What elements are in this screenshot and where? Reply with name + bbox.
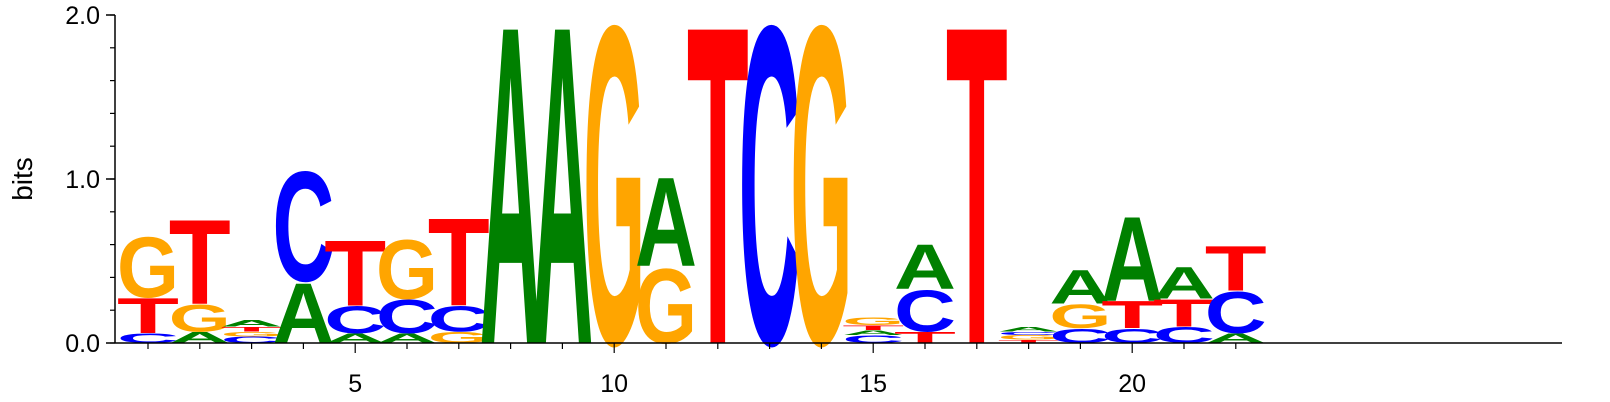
logo-letter-G: G	[1049, 297, 1111, 335]
logo-letter-C: C	[428, 298, 490, 339]
logo-letter-A: A	[894, 232, 956, 303]
y-axis-title: bits	[7, 157, 38, 201]
logo-letter-T: T	[998, 339, 1060, 344]
logo-column-6: ACG	[376, 224, 438, 346]
logo-letter-A: A	[221, 318, 283, 328]
logo-letter-T: T	[324, 221, 386, 325]
logo-letter-G: G	[583, 0, 645, 402]
logo-column-20: CTA	[1101, 192, 1163, 348]
logo-letter-T: T	[428, 193, 490, 333]
logo-letter-T: T	[117, 288, 179, 344]
logo-column-14: G	[790, 0, 852, 402]
logo-letter-C: C	[739, 0, 801, 402]
logo-letter-A: A	[169, 329, 231, 347]
logo-stacks: CTGAGTCGTAACACTACGGCTAAGGATCGCATGTCATTGC…	[117, 0, 1267, 402]
logo-letter-C: C	[998, 331, 1060, 336]
logo-letter-A: A	[842, 329, 904, 337]
logo-letter-A: A	[998, 325, 1060, 333]
logo-column-9: A	[531, 0, 593, 402]
logo-letter-T: T	[1101, 293, 1163, 336]
logo-letter-A: A	[480, 0, 542, 402]
logo-letter-C: C	[221, 335, 283, 345]
logo-letter-T: T	[221, 325, 283, 333]
logo-column-17: T	[946, 0, 1008, 402]
logo-column-19: CGA	[1049, 260, 1111, 347]
axes: 0.0 1.0 2.0 5 10 15 20 bits	[7, 2, 1562, 398]
x-ticks: 5 10 15 20	[147, 343, 1237, 398]
logo-letter-C: C	[1101, 325, 1163, 348]
logo-letter-T: T	[1153, 292, 1215, 335]
y-tick-label: 2.0	[65, 2, 100, 30]
logo-letter-A: A	[1101, 192, 1163, 327]
logo-letter-A: A	[1153, 258, 1215, 309]
logo-letter-G: G	[790, 0, 852, 402]
logo-column-8: A	[480, 0, 542, 402]
logo-letter-G: G	[428, 329, 490, 347]
logo-letter-C: C	[1205, 279, 1267, 346]
y-ticks: 0.0 1.0 2.0	[65, 2, 115, 358]
logo-column-16: TCA	[894, 232, 956, 346]
logo-letter-C: C	[324, 299, 386, 342]
logo-letter-G: G	[842, 315, 904, 328]
logo-letter-T: T	[894, 329, 956, 347]
logo-column-1: CTG	[117, 219, 179, 346]
logo-letter-G: G	[117, 219, 179, 316]
logo-letter-G: G	[169, 297, 231, 340]
logo-letter-T: T	[842, 324, 904, 332]
x-tick-label: 20	[1118, 370, 1146, 398]
logo-letter-G: G	[998, 334, 1060, 342]
logo-letter-C: C	[1049, 325, 1111, 348]
logo-letter-A: A	[531, 0, 593, 402]
logo-letter-G: G	[376, 224, 438, 318]
logo-column-10: G	[583, 0, 645, 402]
x-tick-label: 10	[600, 370, 628, 398]
logo-column-13: C	[739, 0, 801, 402]
logo-column-4: AC	[272, 138, 334, 362]
logo-column-11: GA	[635, 152, 697, 366]
logo-column-12: T	[687, 0, 749, 402]
x-tick-label: 5	[348, 370, 362, 398]
logo-letter-T: T	[687, 0, 749, 402]
logo-letter-A: A	[1049, 260, 1111, 314]
logo-column-22: ACT	[1205, 233, 1267, 347]
logo-column-7: GCT	[428, 193, 490, 346]
logo-letter-T: T	[1205, 233, 1267, 304]
x-tick-label: 15	[859, 370, 887, 398]
logo-letter-T: T	[946, 0, 1008, 402]
logo-letter-T: T	[169, 194, 231, 329]
logo-letter-C: C	[272, 138, 334, 314]
logo-column-5: ACT	[324, 221, 386, 346]
logo-column-2: AGT	[169, 194, 231, 346]
y-tick-label: 0.0	[65, 330, 100, 358]
logo-letter-C: C	[894, 278, 956, 345]
y-tick-label: 1.0	[65, 166, 100, 194]
logo-letter-G: G	[221, 330, 283, 338]
logo-letter-C: C	[376, 290, 438, 344]
logo-letter-A: A	[635, 152, 697, 294]
